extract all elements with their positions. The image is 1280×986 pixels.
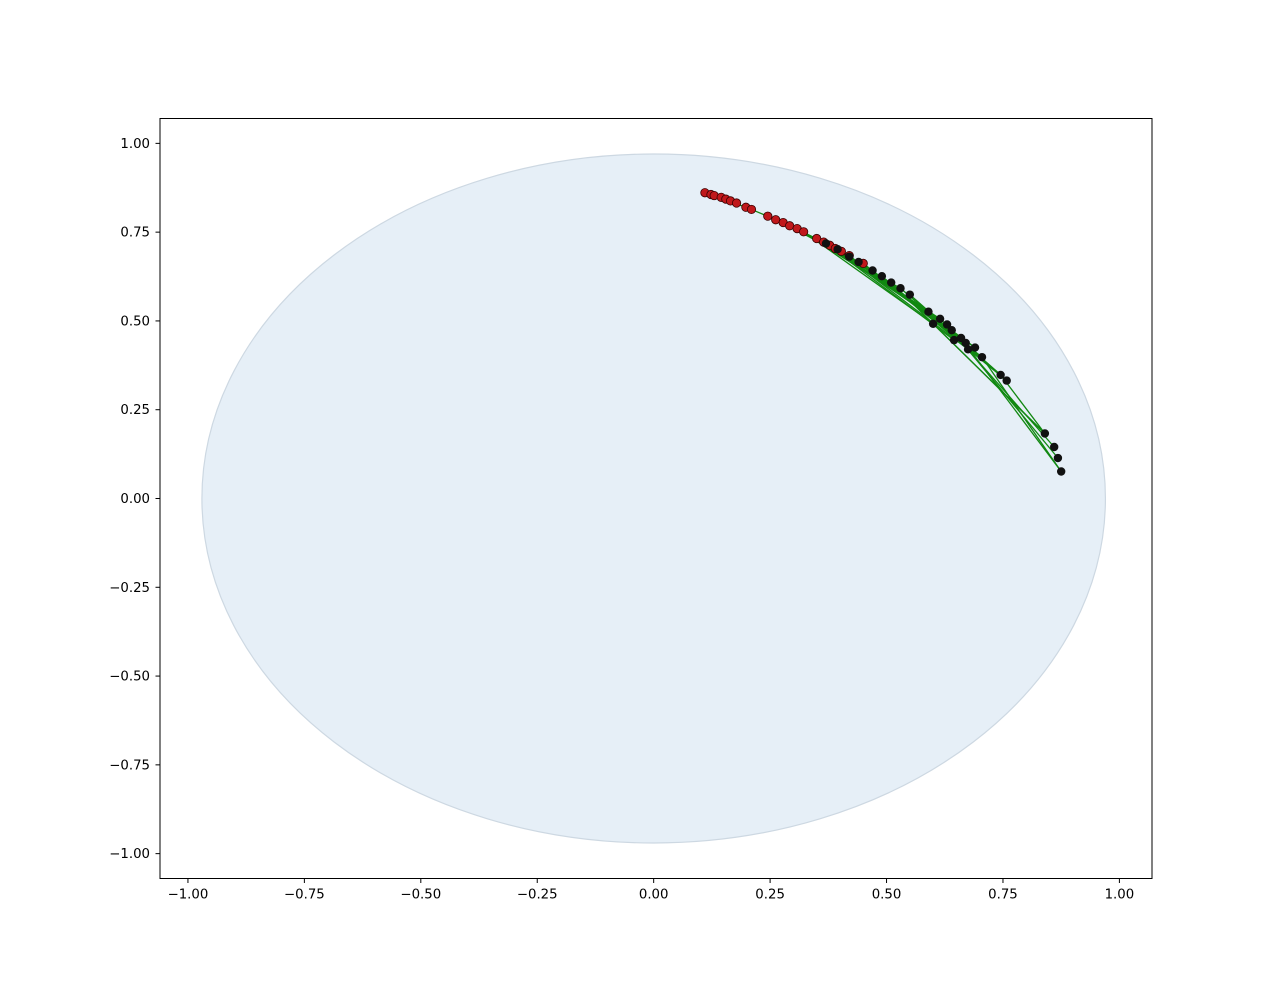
x-tick-label: −1.00 <box>168 888 209 903</box>
target-point <box>977 352 987 362</box>
target-point <box>896 284 905 293</box>
target-point <box>1056 467 1066 476</box>
target-point <box>924 307 933 316</box>
target-point <box>821 239 831 248</box>
target-point <box>1053 453 1063 463</box>
disk-layer <box>201 153 1107 844</box>
y-tick-label: −1.00 <box>109 847 150 862</box>
target-point <box>905 290 915 299</box>
target-points-layer <box>821 239 1066 476</box>
x-tick-label: −0.25 <box>517 888 558 903</box>
target-point <box>928 319 938 328</box>
y-tick-label: 0.50 <box>120 314 150 329</box>
target-point <box>942 320 952 329</box>
origin-point <box>799 227 809 237</box>
y-tick-label: 0.25 <box>120 403 150 418</box>
x-tick-label: 1.00 <box>1105 888 1135 903</box>
edge-line <box>981 356 1062 472</box>
y-tick-label: 0.00 <box>120 492 150 507</box>
target-point <box>947 325 956 335</box>
target-point <box>833 244 842 254</box>
edge-line <box>1000 374 1046 434</box>
target-point <box>868 266 877 275</box>
x-tick-label: 0.75 <box>988 888 1018 903</box>
x-tick-label: −0.75 <box>284 888 325 903</box>
origin-point <box>763 211 773 221</box>
x-tick-label: 0.00 <box>639 888 669 903</box>
edge-line <box>890 282 1046 434</box>
target-point <box>854 257 863 267</box>
target-point <box>949 335 959 345</box>
disk <box>201 153 1107 844</box>
y-tick-label: 0.75 <box>120 226 150 241</box>
target-point <box>1040 429 1050 438</box>
y-tick-label: −0.75 <box>109 758 150 773</box>
y-tick-label: −0.50 <box>109 670 150 685</box>
y-axis: 1.00 0.75 0.50 0.25 0.00 −0.25 −0.50 −0.75 −1.00 <box>109 137 160 862</box>
target-point <box>845 252 854 261</box>
y-tick-label: −0.25 <box>109 581 150 596</box>
target-point <box>970 343 980 352</box>
edge-line <box>960 337 1062 472</box>
target-point <box>1049 442 1059 452</box>
target-point <box>961 338 970 348</box>
target-point <box>886 278 896 287</box>
target-point <box>935 314 945 323</box>
target-point <box>877 271 887 281</box>
x-tick-label: −0.50 <box>400 888 441 903</box>
origin-points-layer <box>700 188 868 268</box>
x-tick-label: 0.50 <box>872 888 902 903</box>
target-point <box>963 345 973 354</box>
target-point <box>1002 376 1011 385</box>
origin-point <box>746 204 757 215</box>
target-point <box>996 370 1005 380</box>
y-tick-label: 1.00 <box>120 137 150 152</box>
x-axis: −1.00 −0.75 −0.50 −0.25 0.00 0.25 0.50 0.75 1.00 <box>168 878 1135 903</box>
origin-point <box>731 198 742 208</box>
x-tick-label: 0.25 <box>755 888 785 903</box>
